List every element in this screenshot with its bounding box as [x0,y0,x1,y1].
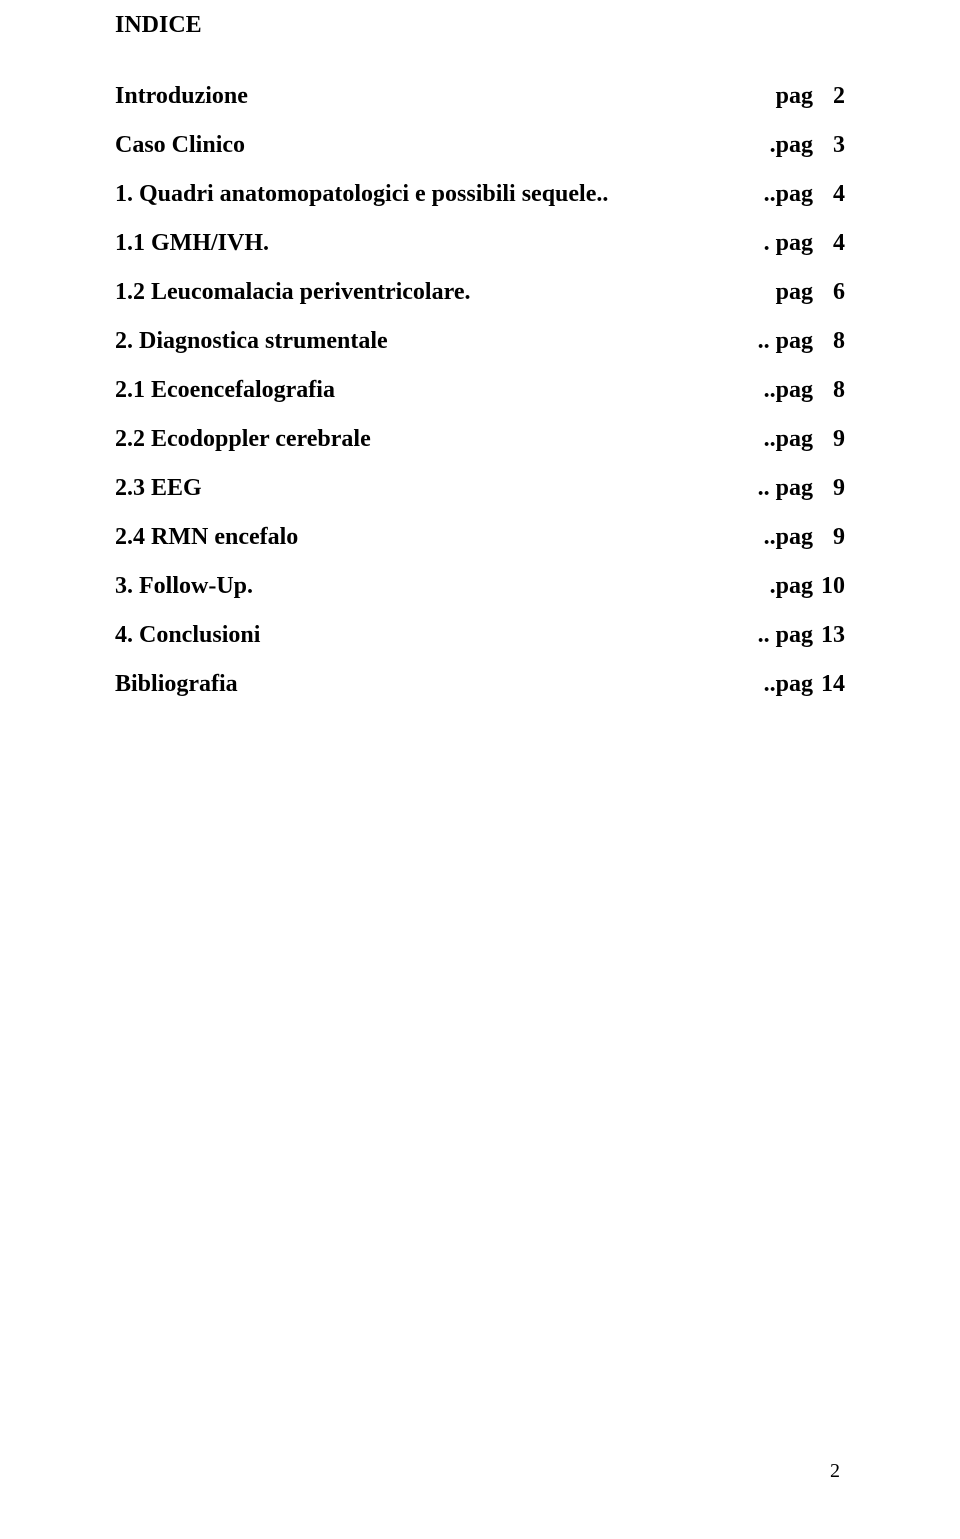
toc-entry: 4. Conclusioni .. pag 13 [115,622,845,649]
toc-page: ..pag 8 [764,377,845,404]
toc-tail-prefix: .pag [770,132,813,158]
toc-page: .. pag 9 [758,475,845,502]
toc-tail-prefix: ..pag [764,377,813,403]
toc-entry: 1.2 Leucomalacia periventricolare. pag 6 [115,279,845,306]
toc-label: 2.2 Ecodoppler cerebrale [115,426,371,453]
toc-entry: Bibliografia ..pag 14 [115,671,845,698]
toc-tail-prefix: ..pag [764,181,813,207]
toc-page-num: 6 [819,279,845,306]
toc-label: 2.4 RMN encefalo [115,524,298,551]
toc-page-num: 9 [819,426,845,453]
toc-page: .pag 10 [770,573,845,600]
toc-tail-prefix: ..pag [764,426,813,452]
toc-tail-prefix: .pag [770,573,813,599]
toc-label: 1. Quadri anatomopatologici e possibili … [115,181,608,208]
toc-tail-prefix: ..pag [764,524,813,550]
toc-label: Introduzione [115,83,248,110]
toc-entry: 2.2 Ecodoppler cerebrale ..pag 9 [115,426,845,453]
toc-entry: Caso Clinico .pag 3 [115,132,845,159]
toc-page: ..pag 14 [764,671,845,698]
toc-page-num: 8 [819,328,845,355]
toc-page-num: 13 [819,622,845,649]
toc-page-num: 3 [819,132,845,159]
toc-entry: 1. Quadri anatomopatologici e possibili … [115,181,845,208]
toc-page: ..pag 9 [764,524,845,551]
toc-page: pag 6 [776,279,845,306]
toc-entry: Introduzione pag 2 [115,83,845,110]
toc-label: Bibliografia [115,671,238,698]
toc-entry: 1.1 GMH/IVH. . pag 4 [115,230,845,257]
toc-tail-prefix: .. pag [758,328,813,354]
toc-page-num: 2 [819,83,845,110]
toc-label: 2. Diagnostica strumentale [115,328,388,355]
toc-list: Introduzione pag 2 Caso Clinico .pag 3 1… [115,83,845,698]
toc-label: 2.3 EEG [115,475,202,502]
toc-page-num: 14 [819,671,845,698]
toc-label: 4. Conclusioni [115,622,260,649]
toc-entry: 2. Diagnostica strumentale .. pag 8 [115,328,845,355]
toc-tail-prefix: pag [776,83,813,109]
toc-entry: 2.3 EEG .. pag 9 [115,475,845,502]
page-number: 2 [830,1460,840,1483]
toc-tail-prefix: .. pag [758,622,813,648]
toc-tail-prefix: .. pag [758,475,813,501]
toc-tail-prefix: . pag [764,230,813,256]
toc-entry: 2.4 RMN encefalo ..pag 9 [115,524,845,551]
toc-label: Caso Clinico [115,132,245,159]
toc-page-num: 4 [819,181,845,208]
toc-page: ..pag 9 [764,426,845,453]
toc-page-num: 9 [819,524,845,551]
toc-entry: 2.1 Ecoencefalografia ..pag 8 [115,377,845,404]
toc-page: .. pag 8 [758,328,845,355]
toc-title: INDICE [115,12,845,39]
toc-tail-prefix: ..pag [764,671,813,697]
toc-label: 2.1 Ecoencefalografia [115,377,335,404]
toc-page: .pag 3 [770,132,845,159]
toc-page-num: 4 [819,230,845,257]
toc-page: .. pag 13 [758,622,845,649]
toc-page-num: 8 [819,377,845,404]
toc-page: pag 2 [776,83,845,110]
toc-page-num: 9 [819,475,845,502]
toc-page: . pag 4 [764,230,845,257]
toc-page: ..pag 4 [764,181,845,208]
toc-label: 1.1 GMH/IVH. [115,230,269,257]
toc-tail-prefix: pag [776,279,813,305]
document-page: INDICE Introduzione pag 2 Caso Clinico .… [0,0,960,1539]
toc-page-num: 10 [819,573,845,600]
toc-label: 3. Follow-Up. [115,573,253,600]
toc-entry: 3. Follow-Up. .pag 10 [115,573,845,600]
toc-label: 1.2 Leucomalacia periventricolare. [115,279,470,306]
